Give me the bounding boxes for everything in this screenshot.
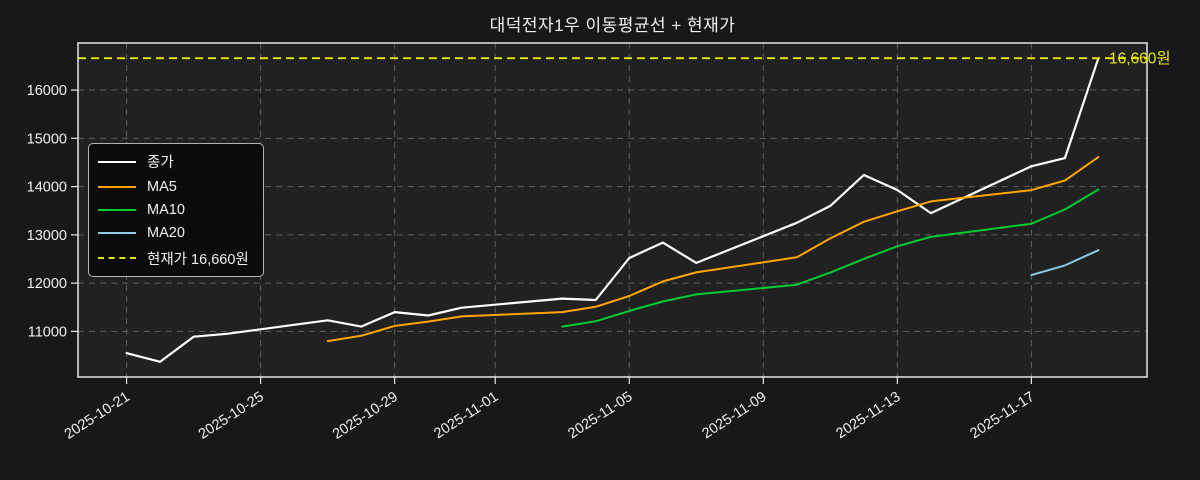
- legend-label: 종가: [147, 155, 174, 172]
- legend-item-0: 종가: [89, 151, 263, 172]
- legend-label: MA5: [147, 179, 177, 196]
- legend-line-sample: [98, 208, 136, 211]
- y-tick-label: 13000: [27, 228, 67, 244]
- chart-title: 대덕전자1우 이동평균선 + 현재가: [489, 16, 736, 35]
- current-price-label: 16,660원: [1109, 50, 1171, 68]
- x-tick-label: 2025-11-13: [833, 389, 903, 442]
- x-tick-label: 2025-11-05: [565, 389, 635, 442]
- legend-item-4: 현재가 16,660원: [89, 248, 263, 269]
- ma20-line: [1030, 249, 1100, 277]
- legend-line-sample: [98, 186, 136, 189]
- legend-line-sample: [98, 160, 136, 163]
- ma5-line: [326, 156, 1100, 343]
- y-tick-label: 16000: [27, 83, 67, 99]
- legend-label: MA10: [147, 201, 185, 218]
- y-tick-label: 14000: [27, 180, 67, 196]
- x-tick-label: 2025-10-29: [330, 389, 401, 443]
- close-line: [125, 57, 1100, 363]
- y-tick-label: 15000: [27, 131, 67, 147]
- legend: 종가 MA5 MA10 MA20 현재가 16,660원: [88, 143, 264, 277]
- y-tick-label: 12000: [27, 276, 67, 292]
- x-tick-label: 2025-10-21: [62, 389, 133, 443]
- x-tick-label: 2025-11-17: [968, 389, 1038, 442]
- legend-label: MA20: [147, 224, 185, 241]
- x-tick-label: 2025-11-01: [431, 389, 501, 442]
- x-tick-label: 2025-11-09: [699, 389, 769, 442]
- legend-line-sample: [98, 257, 136, 260]
- ma10-line: [561, 188, 1100, 328]
- legend-item-1: MA5: [89, 179, 263, 195]
- tick-marks: [71, 89, 1032, 384]
- legend-item-3: MA20: [89, 225, 263, 241]
- legend-line-sample: [98, 231, 136, 234]
- legend-label: 현재가 16,660원: [147, 251, 249, 268]
- legend-item-2: MA10: [89, 202, 263, 218]
- y-tick-label: 11000: [28, 324, 67, 340]
- axes-spines: [77, 42, 1148, 378]
- x-tick-label: 2025-10-25: [196, 389, 267, 443]
